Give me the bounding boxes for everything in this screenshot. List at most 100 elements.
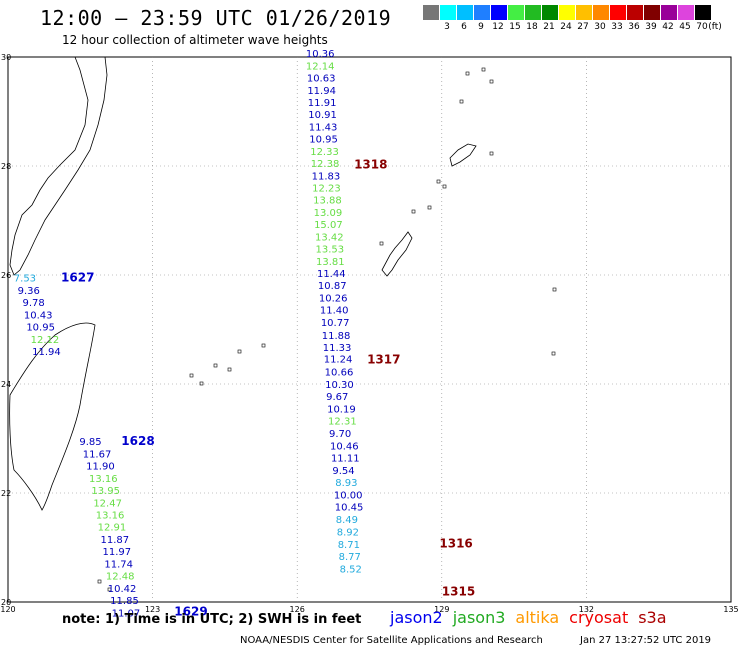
wave-height-value: 11.43 <box>309 123 338 134</box>
scale-label: 12 <box>492 22 504 32</box>
coastline <box>9 56 108 276</box>
wave-height-value: 10.19 <box>327 404 356 415</box>
island <box>227 367 232 372</box>
longitude-tick-label: 129 <box>434 605 449 614</box>
wave-height-value: 13.16 <box>96 511 125 522</box>
wave-height-value: 13.16 <box>89 474 118 485</box>
island <box>442 184 447 189</box>
scale-label: 21 <box>543 22 555 32</box>
scale-swatch <box>456 5 473 20</box>
wave-height-value: 13.42 <box>315 233 344 244</box>
longitude-tick-label: 126 <box>290 605 305 614</box>
island <box>213 363 218 368</box>
island <box>199 381 204 386</box>
scale-swatch <box>677 5 694 20</box>
scale-label: 24 <box>560 22 572 32</box>
wave-height-value: 10.00 <box>334 490 363 501</box>
wave-height-value: 11.94 <box>307 86 336 97</box>
island <box>97 579 102 584</box>
coastline <box>449 143 477 167</box>
wave-height-value: 12.33 <box>310 147 339 158</box>
longitude-tick-label: 120 <box>0 605 15 614</box>
island <box>489 79 494 84</box>
wave-height-value: 11.40 <box>320 306 349 317</box>
satellite-legend-item: altika <box>515 608 560 627</box>
wave-height-value: 11.94 <box>32 347 61 358</box>
wave-height-value: 13.88 <box>313 196 342 207</box>
scale-swatch <box>439 5 456 20</box>
scale-label: 39 <box>645 22 657 32</box>
wave-height-value: 10.63 <box>307 74 336 85</box>
island <box>551 351 556 356</box>
wave-height-value: 11.11 <box>331 453 360 464</box>
generated-timestamp: Jan 27 13:27:52 UTC 2019 <box>580 635 712 646</box>
wave-height-value: 10.46 <box>330 441 359 452</box>
scale-swatch <box>422 5 439 20</box>
longitude-tick-label: 135 <box>723 605 738 614</box>
latitude-tick-label: 22 <box>1 489 11 498</box>
longitude-tick-label: 132 <box>579 605 594 614</box>
scale-label: 15 <box>509 22 521 32</box>
wave-height-value: 11.83 <box>312 172 341 183</box>
scale-swatch <box>473 5 490 20</box>
island <box>459 99 464 104</box>
latitude-tick-label: 26 <box>1 271 11 280</box>
wave-height-value: 11.67 <box>83 450 112 461</box>
wave-height-value: 10.66 <box>325 367 354 378</box>
scale-label: 70 <box>696 22 708 32</box>
wave-height-value: 10.77 <box>321 318 350 329</box>
wave-height-value: 9.78 <box>22 298 44 309</box>
wave-height-value: 8.77 <box>339 552 361 563</box>
wave-height-value: 13.81 <box>316 257 345 268</box>
wave-height-value: 13.09 <box>314 208 343 219</box>
pass-number-label: 1316 <box>439 537 472 551</box>
scale-swatch <box>592 5 609 20</box>
scale-unit-label: (ft) <box>708 22 722 32</box>
latitude-tick-label: 28 <box>1 162 11 171</box>
scale-swatch <box>660 5 677 20</box>
wave-height-value: 13.53 <box>316 245 345 256</box>
scale-label: 9 <box>478 22 484 32</box>
wave-height-value: 10.42 <box>108 584 137 595</box>
pass-number-label: 1317 <box>367 352 400 366</box>
wave-height-value: 12.31 <box>328 416 357 427</box>
island <box>237 349 242 354</box>
wave-height-value: 13.95 <box>91 486 120 497</box>
latitude-tick-label: 24 <box>1 380 11 389</box>
island <box>427 205 432 210</box>
longitude-tick-label: 123 <box>145 605 160 614</box>
island <box>481 67 486 72</box>
scale-label: 18 <box>526 22 538 32</box>
latitude-tick-label: 20 <box>1 598 11 607</box>
wave-height-value: 11.07 <box>112 609 141 620</box>
wave-height-value: 7.53 <box>14 274 36 285</box>
island <box>436 179 441 184</box>
scale-label: 42 <box>662 22 674 32</box>
scale-swatch <box>507 5 524 20</box>
satellite-legend-item: jason3 <box>452 608 506 627</box>
satellite-legend: jason2 jason3 altika cryosat s3a <box>390 608 677 627</box>
wave-height-value: 8.52 <box>340 565 362 576</box>
wave-height-value: 9.36 <box>18 286 40 297</box>
wave-height-value: 12.23 <box>312 184 341 195</box>
wave-height-value: 11.85 <box>110 596 139 607</box>
island <box>552 287 557 292</box>
wave-height-value: 12.47 <box>93 499 122 510</box>
pass-number-label: 1629 <box>174 605 207 619</box>
wave-height-value: 8.93 <box>335 478 357 489</box>
wave-height-value: 11.74 <box>104 560 133 571</box>
wave-height-value: 8.71 <box>338 540 360 551</box>
scale-swatch <box>626 5 643 20</box>
wave-height-value: 15.07 <box>314 220 343 231</box>
scale-swatch <box>575 5 592 20</box>
island <box>107 587 112 592</box>
satellite-legend-item: jason2 <box>390 608 443 627</box>
island <box>489 151 494 156</box>
scale-label: 36 <box>628 22 640 32</box>
wave-height-value: 11.97 <box>102 547 131 558</box>
scale-swatch <box>643 5 660 20</box>
wave-height-value: 11.90 <box>86 462 115 473</box>
scale-swatch <box>541 5 558 20</box>
wave-height-value: 10.87 <box>318 281 347 292</box>
